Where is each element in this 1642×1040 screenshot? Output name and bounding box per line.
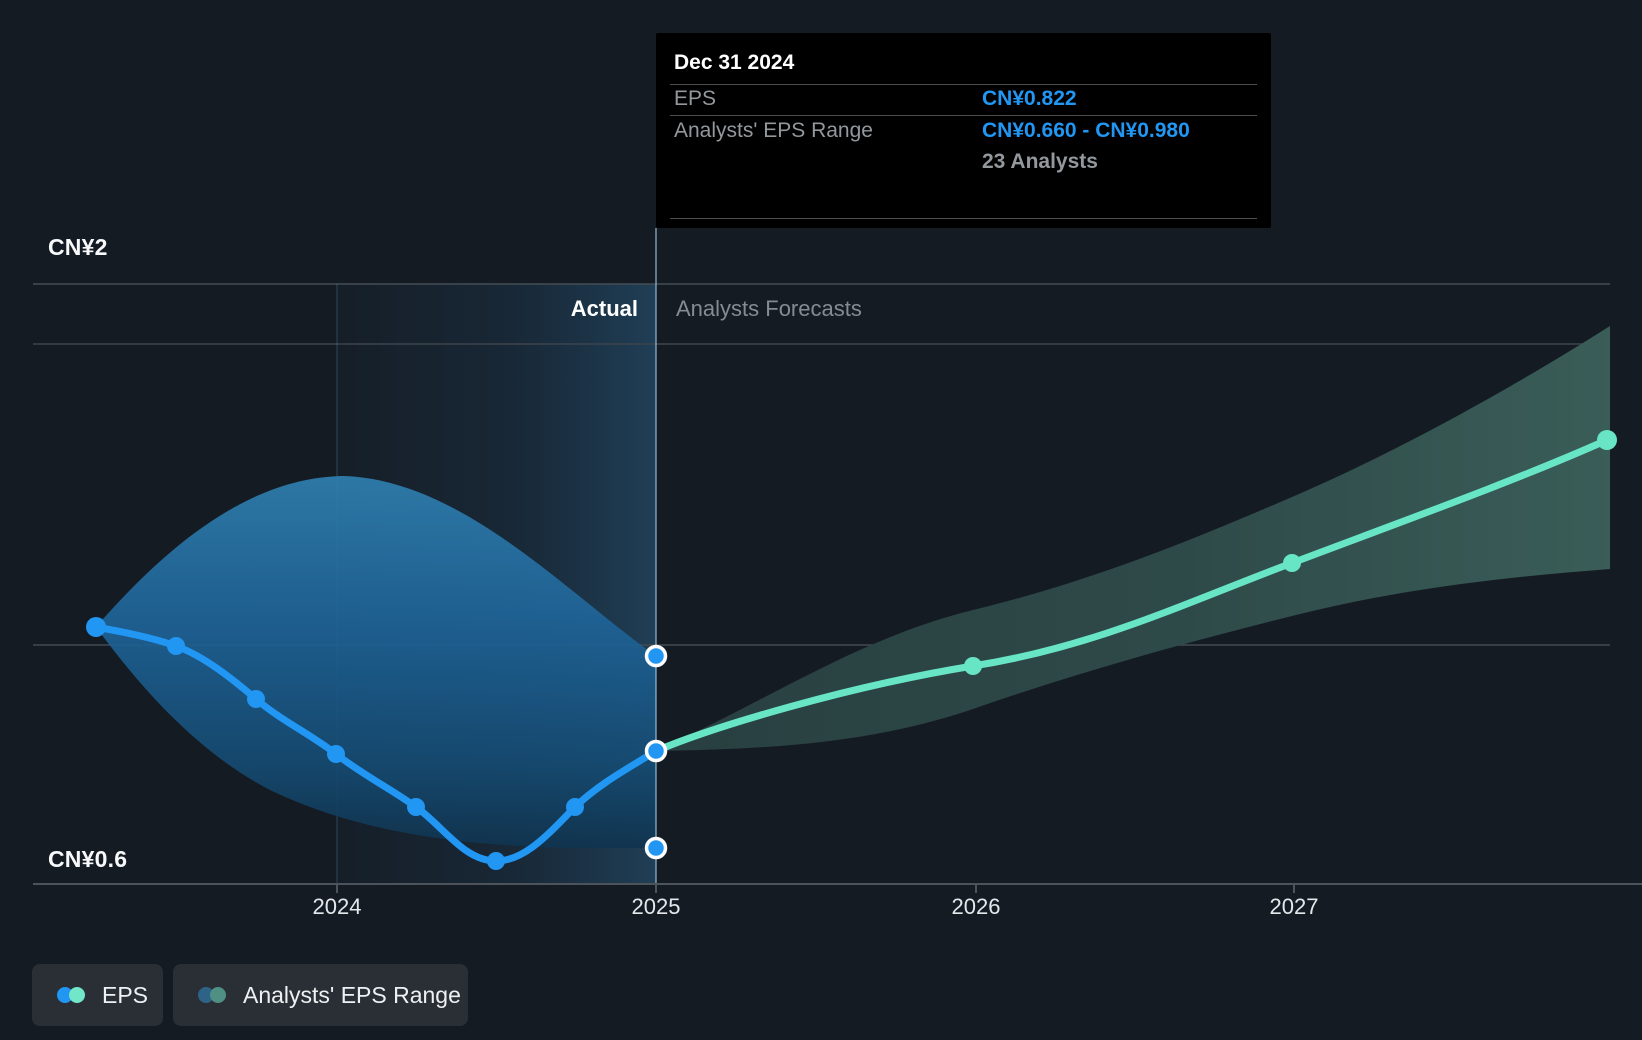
tooltip-eps-value: CN¥0.822 <box>982 87 1077 110</box>
eps-point[interactable] <box>566 798 584 816</box>
x-axis-label-2026: 2026 <box>951 894 1001 919</box>
eps-point[interactable] <box>407 798 425 816</box>
eps-point[interactable] <box>487 852 505 870</box>
forecast-point[interactable] <box>1597 430 1617 450</box>
hover-range-high-point[interactable] <box>644 644 668 668</box>
eps-legend-dots-icon <box>57 987 92 1003</box>
forecast-range-band <box>656 326 1610 751</box>
tooltip-date: Dec 31 2024 <box>674 51 795 74</box>
actual-range-band <box>96 476 656 849</box>
actual-eps-line <box>92 623 660 865</box>
x-axis-label-2027: 2027 <box>1269 894 1319 919</box>
x-axis-label-2025: 2025 <box>631 894 681 919</box>
tooltip-separator <box>670 115 1257 116</box>
tooltip-analyst-count: 23 Analysts <box>982 150 1098 173</box>
eps-point[interactable] <box>167 637 185 655</box>
y-axis-min-label: CN¥0.6 <box>48 846 128 872</box>
eps-point[interactable] <box>86 617 106 637</box>
tooltip-eps-label: EPS <box>674 87 717 110</box>
tooltip-separator <box>670 84 1257 85</box>
legend-chip-eps[interactable]: EPS <box>32 964 163 1026</box>
hover-tooltip: Dec 31 2024 EPS CN¥0.822 Analysts' EPS R… <box>656 33 1271 228</box>
hover-eps-point[interactable] <box>644 739 668 763</box>
hover-range-low-point[interactable] <box>644 836 668 860</box>
y-axis-max-label: CN¥2 <box>48 234 108 260</box>
tooltip-range-value: CN¥0.660 - CN¥0.980 <box>982 119 1190 142</box>
eps-point[interactable] <box>327 745 345 763</box>
forecast-eps-line <box>652 436 1611 755</box>
tooltip-separator <box>670 218 1257 219</box>
x-axis-label-2024: 2024 <box>312 894 362 919</box>
section-label-actual: Actual <box>570 296 638 321</box>
section-label-forecasts: Analysts Forecasts <box>676 296 862 321</box>
legend-chip-analysts-eps-range[interactable]: Analysts' EPS Range <box>173 964 468 1026</box>
tooltip-range-label: Analysts' EPS Range <box>674 119 873 142</box>
eps-point[interactable] <box>247 690 265 708</box>
legend-label-analysts-eps-range: Analysts' EPS Range <box>243 981 461 1008</box>
forecast-point[interactable] <box>964 657 982 675</box>
forecast-point[interactable] <box>1283 554 1301 572</box>
legend-label-eps: EPS <box>102 981 149 1008</box>
range-legend-dots-icon <box>198 987 233 1003</box>
